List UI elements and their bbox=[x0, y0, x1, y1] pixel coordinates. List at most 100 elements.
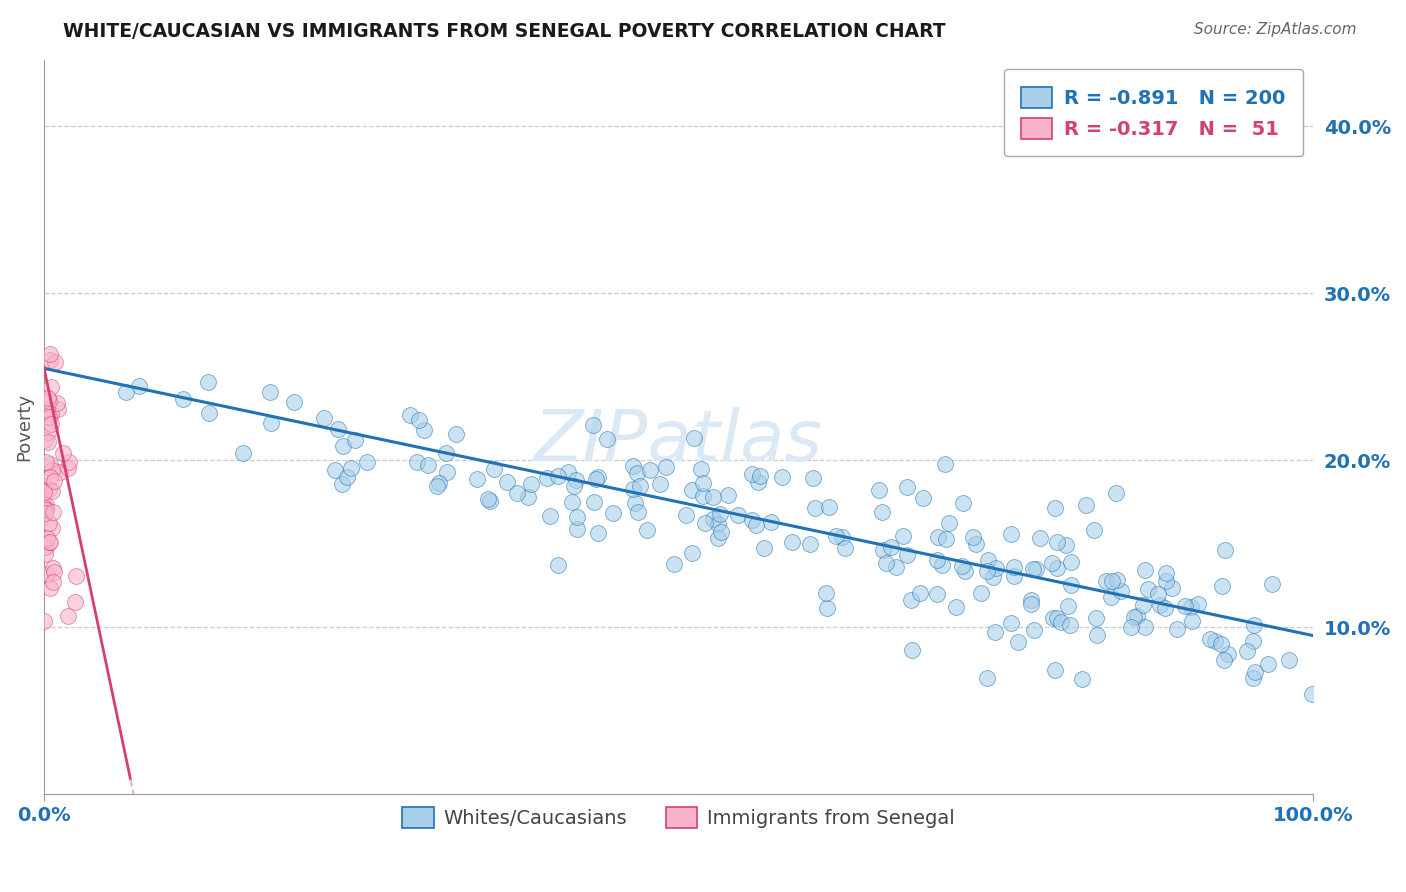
Point bbox=[115, 385, 138, 400]
Point bbox=[1043, 501, 1066, 516]
Point bbox=[1025, 562, 1047, 576]
Point bbox=[1236, 644, 1258, 658]
Point bbox=[330, 477, 353, 491]
Point bbox=[39, 353, 62, 368]
Point bbox=[747, 475, 769, 489]
Point bbox=[399, 408, 422, 422]
Point bbox=[35, 503, 58, 517]
Point bbox=[1060, 555, 1083, 569]
Point bbox=[831, 530, 853, 544]
Point bbox=[340, 461, 363, 475]
Point bbox=[34, 479, 56, 493]
Point bbox=[1301, 687, 1323, 701]
Point bbox=[332, 439, 354, 453]
Point bbox=[965, 537, 987, 551]
Point bbox=[799, 537, 821, 551]
Point bbox=[875, 556, 897, 570]
Point bbox=[976, 564, 998, 578]
Text: Source: ZipAtlas.com: Source: ZipAtlas.com bbox=[1194, 22, 1357, 37]
Point bbox=[547, 468, 569, 483]
Point bbox=[1243, 617, 1265, 632]
Point bbox=[517, 490, 540, 504]
Point bbox=[693, 516, 716, 530]
Point bbox=[1060, 578, 1083, 592]
Point bbox=[467, 472, 489, 486]
Point bbox=[37, 482, 59, 496]
Point bbox=[912, 491, 935, 505]
Text: ZIPatlas: ZIPatlas bbox=[534, 407, 823, 476]
Point bbox=[1105, 573, 1128, 587]
Point bbox=[34, 547, 56, 561]
Point bbox=[35, 498, 58, 512]
Point bbox=[1187, 597, 1209, 611]
Point bbox=[870, 505, 893, 519]
Point bbox=[344, 433, 367, 447]
Point bbox=[38, 470, 60, 484]
Point bbox=[323, 463, 346, 477]
Point bbox=[408, 412, 430, 426]
Point bbox=[41, 483, 63, 498]
Point bbox=[1180, 599, 1202, 614]
Point bbox=[1059, 618, 1081, 632]
Point bbox=[702, 490, 724, 504]
Point bbox=[42, 575, 65, 590]
Point bbox=[1099, 590, 1122, 604]
Point bbox=[1000, 527, 1022, 541]
Point bbox=[197, 406, 219, 420]
Point bbox=[710, 524, 733, 539]
Point bbox=[39, 380, 62, 394]
Point bbox=[596, 432, 619, 446]
Point bbox=[52, 445, 75, 459]
Point bbox=[58, 455, 80, 469]
Point bbox=[585, 472, 607, 486]
Point bbox=[37, 391, 59, 405]
Point bbox=[748, 469, 770, 483]
Point bbox=[482, 461, 505, 475]
Point bbox=[1154, 600, 1177, 615]
Point bbox=[1146, 587, 1168, 601]
Point bbox=[44, 355, 66, 369]
Point bbox=[1241, 671, 1264, 685]
Point bbox=[561, 495, 583, 509]
Point bbox=[952, 496, 974, 510]
Point bbox=[1050, 615, 1073, 629]
Point bbox=[716, 488, 738, 502]
Point bbox=[815, 601, 838, 615]
Point bbox=[38, 409, 60, 424]
Point bbox=[478, 494, 501, 508]
Point bbox=[38, 516, 60, 530]
Point bbox=[896, 480, 918, 494]
Point bbox=[1000, 616, 1022, 631]
Point bbox=[39, 347, 62, 361]
Point bbox=[709, 507, 731, 521]
Point bbox=[588, 526, 610, 541]
Point bbox=[1241, 633, 1264, 648]
Point bbox=[42, 566, 65, 580]
Point bbox=[283, 394, 305, 409]
Point bbox=[1029, 532, 1052, 546]
Point bbox=[1181, 615, 1204, 629]
Point bbox=[908, 586, 931, 600]
Point bbox=[35, 455, 58, 469]
Point bbox=[446, 427, 468, 442]
Point bbox=[628, 479, 651, 493]
Point bbox=[891, 529, 914, 543]
Point bbox=[565, 473, 588, 487]
Point bbox=[953, 564, 976, 578]
Point bbox=[436, 465, 458, 479]
Point bbox=[39, 407, 62, 421]
Point bbox=[65, 569, 87, 583]
Y-axis label: Poverty: Poverty bbox=[15, 392, 32, 461]
Point bbox=[34, 500, 56, 515]
Point bbox=[38, 534, 60, 549]
Point bbox=[41, 417, 63, 431]
Point bbox=[1149, 598, 1171, 612]
Point bbox=[1257, 657, 1279, 671]
Point bbox=[426, 479, 449, 493]
Point bbox=[938, 516, 960, 531]
Point bbox=[896, 548, 918, 562]
Point bbox=[984, 625, 1007, 640]
Point bbox=[1042, 611, 1064, 625]
Point bbox=[38, 394, 60, 409]
Point bbox=[817, 500, 839, 515]
